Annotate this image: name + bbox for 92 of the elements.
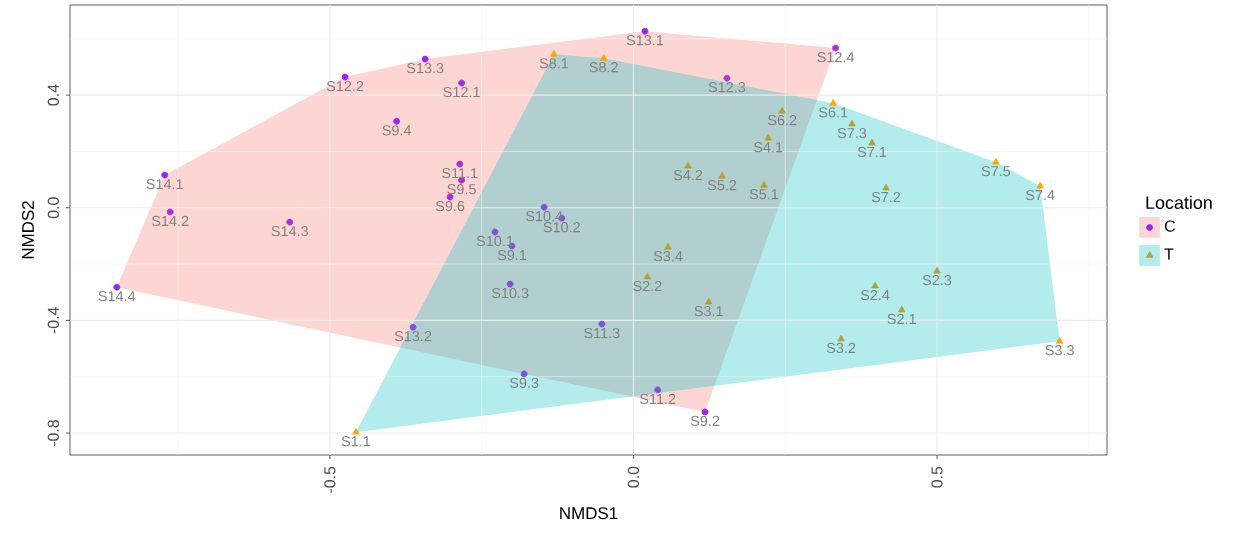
- annotation: S9.4: [382, 125, 412, 136]
- point: [286, 218, 294, 226]
- point: [778, 106, 786, 114]
- point: [1036, 181, 1044, 189]
- point: [458, 79, 465, 87]
- point: [341, 73, 349, 81]
- annotation: S11.3: [584, 327, 620, 339]
- point: [764, 134, 772, 141]
- point: [848, 119, 856, 127]
- point: [506, 280, 514, 288]
- annotation: S13.1: [626, 35, 664, 46]
- annotation: S9.1: [497, 249, 527, 261]
- point: [829, 99, 837, 106]
- x-tick-label: 0.0: [627, 466, 640, 488]
- annotation: S7.3: [837, 128, 867, 139]
- annotation: S7.2: [871, 191, 901, 203]
- point: [598, 320, 606, 328]
- annotation: S2.2: [633, 280, 662, 292]
- x-tick-label: 0.5: [931, 466, 943, 488]
- point: [1055, 337, 1064, 344]
- annotation: S10.1: [476, 235, 514, 247]
- point: [684, 161, 692, 169]
- point: [352, 427, 360, 435]
- point: [161, 171, 169, 179]
- y-tick-label: 0.0: [47, 197, 59, 219]
- annotation: S12.2: [326, 80, 364, 92]
- annotation: S12.4: [817, 51, 855, 63]
- point: [837, 334, 845, 342]
- point: [760, 181, 768, 188]
- point: [643, 272, 652, 280]
- annotation: S12.1: [443, 86, 480, 98]
- point: [898, 305, 906, 313]
- annotation: S13.3: [406, 62, 444, 74]
- annotation: S11.1: [442, 167, 478, 179]
- point: [550, 50, 558, 57]
- point: [882, 183, 890, 191]
- annotation: S7.1: [857, 146, 887, 158]
- annotation: S10.2: [543, 222, 580, 233]
- annotation: S14.3: [271, 226, 309, 237]
- annotation: S6.1: [818, 107, 848, 118]
- point: [456, 160, 464, 168]
- annotation: S12.3: [708, 82, 746, 93]
- point: [723, 74, 731, 82]
- legend-label: T: [1164, 248, 1174, 260]
- annotation: S1.1: [341, 436, 371, 447]
- y-tick-label: -0.4: [47, 307, 59, 334]
- point: [992, 157, 1000, 165]
- annotation: S14.1: [146, 178, 183, 190]
- point: [113, 283, 121, 291]
- point: [421, 55, 429, 63]
- annotation: S4.1: [754, 142, 783, 153]
- annotation: S8.2: [589, 62, 618, 73]
- annotation: S9.2: [690, 415, 720, 427]
- point: [599, 54, 608, 61]
- x-tick-label: -0.5: [324, 466, 336, 493]
- annotation: S5.1: [749, 189, 779, 200]
- legend-title: Location: [1146, 195, 1212, 209]
- annotation: S14.4: [98, 291, 136, 302]
- annotation: S5.2: [707, 180, 737, 191]
- annotation: S10.3: [491, 287, 529, 299]
- y-tick-label: -0.8: [47, 420, 59, 447]
- annotation: S4.2: [673, 169, 703, 181]
- point: [871, 281, 879, 289]
- point: [393, 117, 401, 125]
- point: [540, 203, 548, 211]
- annotation: S2.1: [887, 313, 916, 325]
- point: [664, 242, 672, 250]
- y-tick-label: 0.4: [47, 84, 59, 106]
- point: [933, 266, 941, 274]
- annotation: S2.3: [922, 275, 952, 286]
- annotation: S3.4: [653, 251, 683, 262]
- point: [641, 27, 649, 35]
- annotation: S3.1: [694, 305, 723, 317]
- legend-label: C: [1164, 220, 1175, 232]
- point: [718, 172, 726, 179]
- annotation: S9.6: [435, 200, 465, 212]
- annotation: S9.3: [509, 377, 539, 389]
- annotation: S2.4: [860, 289, 890, 301]
- annotation: S3.3: [1045, 345, 1074, 356]
- annotation: S10.4: [525, 211, 563, 222]
- annotation: S7.5: [981, 166, 1011, 177]
- annotation: S3.2: [826, 342, 856, 354]
- x-axis-title: NMDS1: [560, 507, 618, 520]
- y-axis-title: NMDS2: [22, 201, 34, 259]
- annotation: S11.2: [640, 393, 676, 405]
- point: [832, 44, 839, 52]
- annotation: S6.2: [767, 115, 797, 126]
- annotation: S9.5: [447, 184, 476, 195]
- point: [705, 297, 713, 305]
- annotation: S14.2: [151, 215, 189, 227]
- point: [409, 323, 417, 331]
- point: [868, 138, 876, 146]
